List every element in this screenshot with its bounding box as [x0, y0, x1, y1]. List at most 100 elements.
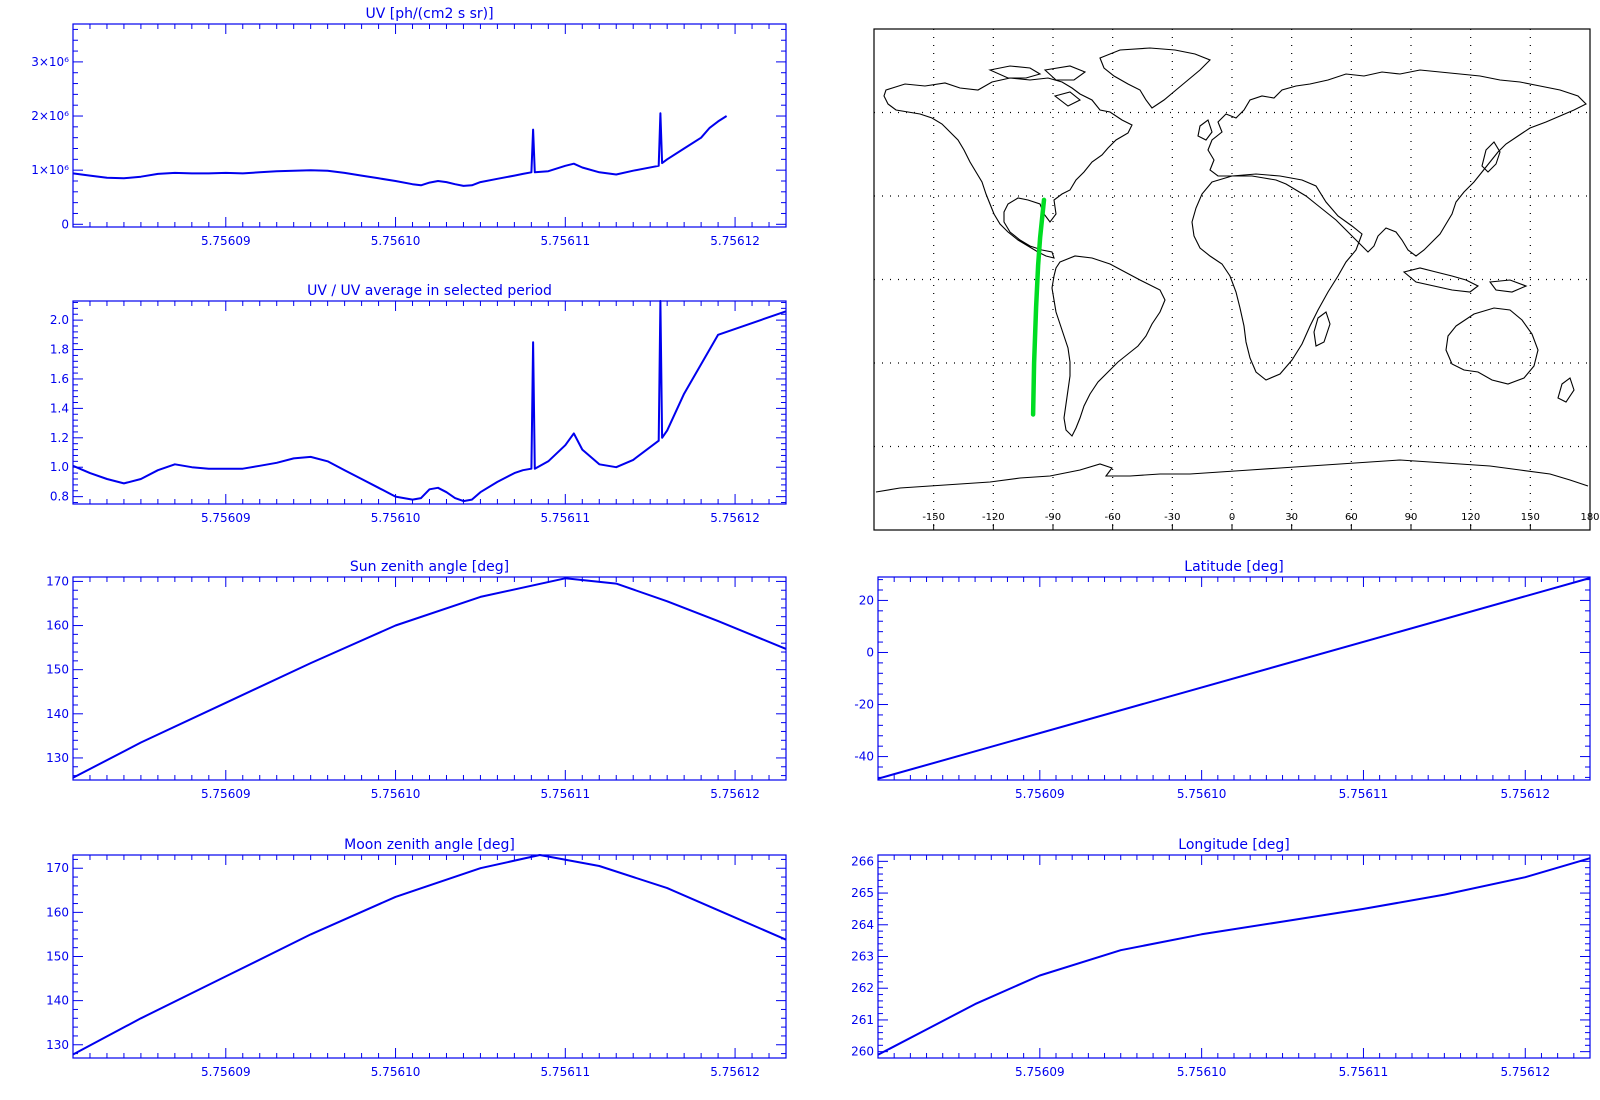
uv-ratio-title: UV / UV average in selected period [307, 283, 552, 299]
map-lon-label: 90 [1405, 512, 1418, 523]
x-tick-label: 5.75612 [1500, 787, 1550, 801]
x-tick-label: 5.75610 [371, 1065, 421, 1079]
x-tick-label: 5.75612 [1500, 1065, 1550, 1079]
coast-japan [1481, 141, 1501, 173]
x-tick-label: 5.75612 [710, 1065, 760, 1079]
y-tick-label: 262 [851, 981, 874, 995]
coast-antarctica [875, 459, 1589, 493]
coast-australia [1445, 307, 1539, 385]
y-tick-label: 1.6 [50, 372, 69, 386]
sun-zenith-series-line [72, 577, 787, 779]
y-tick-label: -40 [854, 750, 874, 764]
longitude-chart: Longitude [deg] 5.75609 5.75610 5.75611 5.75… [851, 837, 1591, 1079]
coast-north-america [883, 77, 1133, 259]
uv-frame [72, 23, 787, 228]
y-tick-label: 1.2 [50, 431, 69, 445]
uv-ratio-chart: UV / UV average in selected period 5.7560… [50, 283, 787, 525]
coast-madagascar [1313, 311, 1331, 347]
x-tick-label: 5.75611 [540, 787, 590, 801]
y-tick-label: 266 [851, 854, 874, 868]
map-lon-label: -120 [982, 512, 1005, 523]
map-lon-label: 150 [1521, 512, 1540, 523]
y-tick-label: 160 [46, 619, 69, 633]
y-tick-label: 130 [46, 751, 69, 765]
y-tick-label: 3×10⁶ [31, 55, 69, 69]
y-tick-label: 140 [46, 994, 69, 1008]
x-tick-label: 5.75610 [371, 787, 421, 801]
sun-zenith-title: Sun zenith angle [deg] [350, 559, 509, 575]
x-tick-label: 5.75612 [710, 787, 760, 801]
y-tick-label: 0 [61, 217, 69, 231]
uv-title: UV [ph/(cm2 s sr)] [365, 6, 493, 22]
satellite-ground-track [1030, 197, 1047, 417]
latitude-series-line [877, 577, 1591, 780]
y-tick-label: 2×10⁶ [31, 109, 69, 123]
y-tick-label: 130 [46, 1038, 69, 1052]
y-tick-label: 160 [46, 905, 69, 919]
moon-zenith-title: Moon zenith angle [deg] [344, 837, 515, 853]
y-tick-label: 1×10⁶ [31, 163, 69, 177]
x-tick-label: 5.75610 [1177, 787, 1227, 801]
y-tick-label: 150 [46, 950, 69, 964]
x-tick-label: 5.75611 [540, 1065, 590, 1079]
y-tick-label: 150 [46, 663, 69, 677]
uv-chart: UV [ph/(cm2 s sr)] 5.75609 5.75610 5.75611 5… [31, 6, 787, 248]
y-tick-label: 263 [851, 950, 874, 964]
x-tick-label: 5.75611 [540, 511, 590, 525]
y-tick-label: 0.8 [50, 490, 69, 504]
world-map: -150 -120 -90 -60 -30 0 30 60 90 120 150 180 [873, 28, 1600, 531]
coast-indonesia [1402, 267, 1528, 293]
map-lon-label: -150 [922, 512, 945, 523]
map-lon-label: 120 [1461, 512, 1480, 523]
y-tick-label: 2.0 [50, 313, 69, 327]
x-tick-label: 5.75611 [540, 234, 590, 248]
coast-greenland [1099, 47, 1211, 109]
longitude-title: Longitude [deg] [1178, 837, 1289, 853]
y-tick-label: 1.0 [50, 460, 69, 474]
coast-new-zealand [1557, 377, 1575, 403]
map-lon-label: -60 [1104, 512, 1120, 523]
sun-zenith-frame [72, 576, 787, 781]
map-lon-label: 180 [1580, 512, 1599, 523]
uv-ratio-series-line [72, 300, 787, 503]
uv-series-line [72, 112, 728, 187]
x-tick-label: 5.75611 [1339, 787, 1389, 801]
x-tick-label: 5.75611 [1339, 1065, 1389, 1079]
y-tick-label: 140 [46, 707, 69, 721]
x-tick-label: 5.75610 [371, 511, 421, 525]
x-tick-label: 5.75609 [1015, 1065, 1065, 1079]
y-tick-label: 261 [851, 1013, 874, 1027]
coast-europe-asia [1207, 69, 1587, 257]
moon-zenith-series-line [72, 854, 787, 1056]
coast-africa [1191, 173, 1363, 381]
y-tick-label: 264 [851, 918, 874, 932]
y-tick-label: -20 [854, 698, 874, 712]
sun-zenith-chart: Sun zenith angle [deg] 5.75609 5.75610 5.75… [46, 559, 787, 801]
y-tick-label: 170 [46, 574, 69, 588]
x-tick-label: 5.75610 [371, 234, 421, 248]
x-tick-label: 5.75609 [201, 234, 251, 248]
x-tick-label: 5.75609 [1015, 787, 1065, 801]
y-tick-label: 1.4 [50, 401, 69, 415]
coast-south-america [1051, 255, 1166, 437]
x-tick-label: 5.75609 [201, 511, 251, 525]
map-lon-label: 0 [1229, 512, 1235, 523]
x-tick-label: 5.75612 [710, 511, 760, 525]
y-tick-label: 170 [46, 861, 69, 875]
map-graticule [874, 29, 1590, 530]
x-tick-label: 5.75609 [201, 787, 251, 801]
map-longitude-axis: -150 -120 -90 -60 -30 0 30 60 90 120 150 180 [922, 512, 1600, 530]
coast-britain [1197, 119, 1213, 141]
latitude-title: Latitude [deg] [1184, 559, 1283, 575]
map-lon-label: -30 [1164, 512, 1180, 523]
y-tick-label: 265 [851, 886, 874, 900]
y-tick-label: 260 [851, 1045, 874, 1059]
map-lon-label: 30 [1285, 512, 1298, 523]
map-lon-label: -90 [1045, 512, 1061, 523]
y-tick-label: 0 [866, 645, 874, 659]
x-tick-label: 5.75612 [710, 234, 760, 248]
longitude-series-line [877, 857, 1591, 1056]
y-tick-label: 20 [859, 593, 874, 607]
x-tick-label: 5.75609 [201, 1065, 251, 1079]
